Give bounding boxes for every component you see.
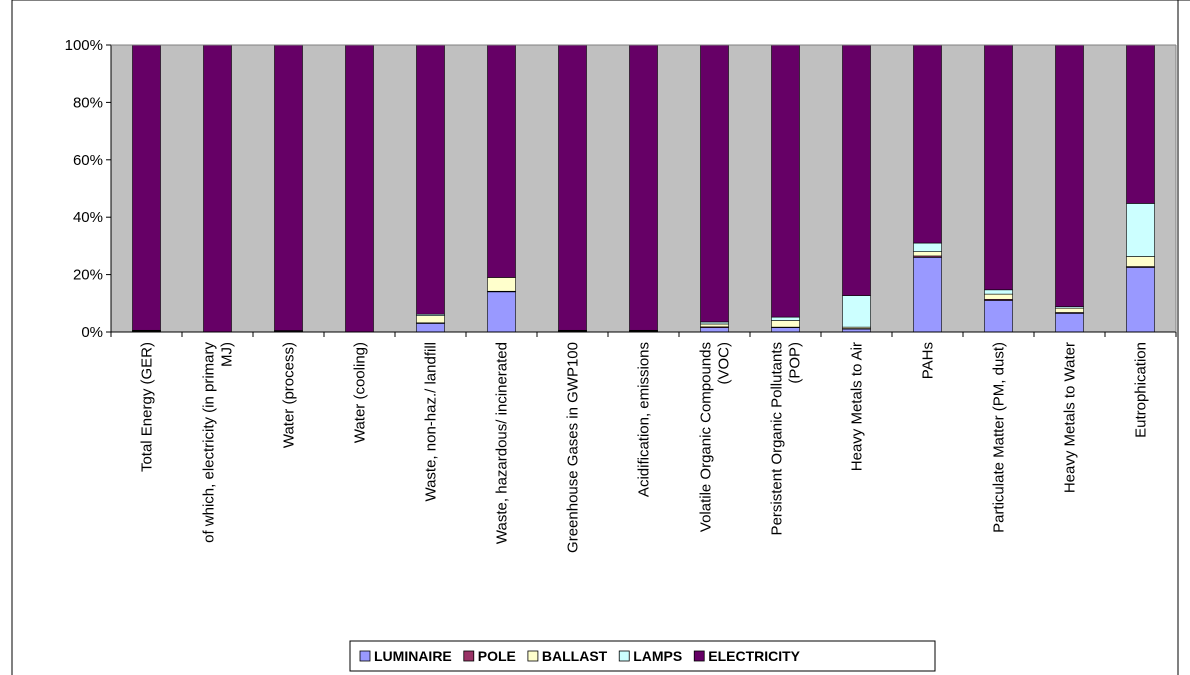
legend-label-luminaire: LUMINAIRE	[374, 648, 452, 664]
bar-ballast-12	[984, 293, 1013, 300]
x-tick-label-0: Total Energy (GER)	[139, 342, 156, 472]
axes-layer	[106, 44, 1177, 337]
bar-electricity-8	[700, 44, 729, 323]
bar-ballast-8	[700, 323, 729, 328]
bar-electricity-12	[984, 44, 1013, 291]
bar-ballast-9	[771, 320, 800, 328]
x-tick-label-11: PAHs	[920, 342, 937, 379]
bar-lamps-12	[984, 289, 1013, 295]
x-tick-label-5: Waste, hazardous/ incinerated	[494, 342, 511, 544]
y-tick-label: 40%	[73, 209, 103, 226]
bar-luminaire-14	[1126, 267, 1155, 333]
bar-luminaire-13	[1055, 313, 1084, 333]
legend-box	[349, 640, 936, 672]
bar-electricity-9	[771, 44, 800, 318]
bar-electricity-1	[203, 44, 232, 333]
legend-label-lamps: LAMPS	[633, 648, 682, 664]
x-tick-label-14: Eutrophication	[1133, 342, 1150, 438]
bar-luminaire-5	[487, 291, 516, 333]
bar-electricity-3	[345, 44, 374, 333]
y-tick-label: 0%	[81, 324, 103, 341]
legend-swatch-lamps	[618, 650, 630, 662]
bar-luminaire-12	[984, 300, 1013, 333]
legend-label-ballast: BALLAST	[542, 648, 608, 664]
y-tick-label: 60%	[73, 152, 103, 169]
bar-lamps-11	[913, 242, 942, 252]
x-tick-label-13: Heavy Metals to Water	[1062, 342, 1079, 493]
bar-electricity-10	[842, 44, 871, 296]
bar-electricity-7	[629, 44, 658, 331]
x-tick-label-7: Acidification, emissions	[636, 342, 653, 497]
bar-ballast-5	[487, 277, 516, 292]
bar-electricity-5	[487, 44, 516, 278]
y-tick-label: 80%	[73, 94, 103, 111]
bar-lamps-8	[700, 321, 729, 325]
bar-ballast-4	[416, 315, 445, 324]
bar-lamps-9	[771, 316, 800, 321]
y-tick-labels: 0% 20% 40% 60% 80% 100%	[65, 37, 103, 341]
bar-lamps-14	[1126, 203, 1155, 257]
legend-swatch-luminaire	[359, 650, 371, 662]
y-tick-label: 20%	[73, 267, 103, 284]
legend-swatch-electricity	[693, 650, 705, 662]
chart-border	[11, 0, 1190, 675]
legend-label-pole: POLE	[478, 648, 516, 664]
bar-electricity-4	[416, 44, 445, 315]
bar-ballast-13	[1055, 307, 1084, 313]
bar-electricity-6	[558, 44, 587, 331]
bar-electricity-13	[1055, 44, 1084, 308]
x-tick-label-8: Volatile Organic Compounds(VOC)	[698, 342, 733, 532]
bar-electricity-2	[274, 44, 303, 331]
x-tick-label-6: Greenhouse Gases in GWP100	[565, 342, 582, 553]
y-tick-label: 100%	[65, 37, 103, 54]
bar-luminaire-11	[913, 257, 942, 333]
bar-luminaire-4	[416, 323, 445, 333]
bar-electricity-14	[1126, 44, 1155, 204]
legend: LUMINAIRE POLE BALLAST LAMPS ELECTRICITY	[349, 640, 936, 672]
bar-lamps-10	[842, 295, 871, 328]
bar-electricity-11	[913, 44, 942, 244]
x-tick-label-4: Waste, non-haz./ landfill	[423, 342, 440, 502]
bars-layer	[132, 44, 1155, 333]
x-tick-label-1: of which, electricity (in primaryMJ)	[201, 342, 236, 543]
bar-luminaire-8	[700, 327, 729, 333]
bar-ballast-14	[1126, 256, 1155, 267]
x-tick-label-3: Water (cooling)	[352, 342, 369, 443]
legend-label-electricity: ELECTRICITY	[708, 648, 800, 664]
bar-electricity-0	[132, 44, 161, 331]
legend-swatch-ballast	[527, 650, 539, 662]
legend-swatch-pole	[463, 650, 475, 662]
x-tick-label-12: Particulate Matter (PM, dust)	[991, 342, 1008, 533]
bar-luminaire-9	[771, 327, 800, 333]
x-tick-label-9: Persistent Organic Pollutants(POP)	[769, 342, 804, 535]
bar-ballast-11	[913, 251, 942, 257]
x-tick-labels: Total Energy (GER) of which, electricity …	[139, 342, 1150, 553]
x-tick-label-10: Heavy Metals to Air	[849, 342, 866, 471]
x-tick-label-2: Water (process)	[281, 342, 298, 448]
